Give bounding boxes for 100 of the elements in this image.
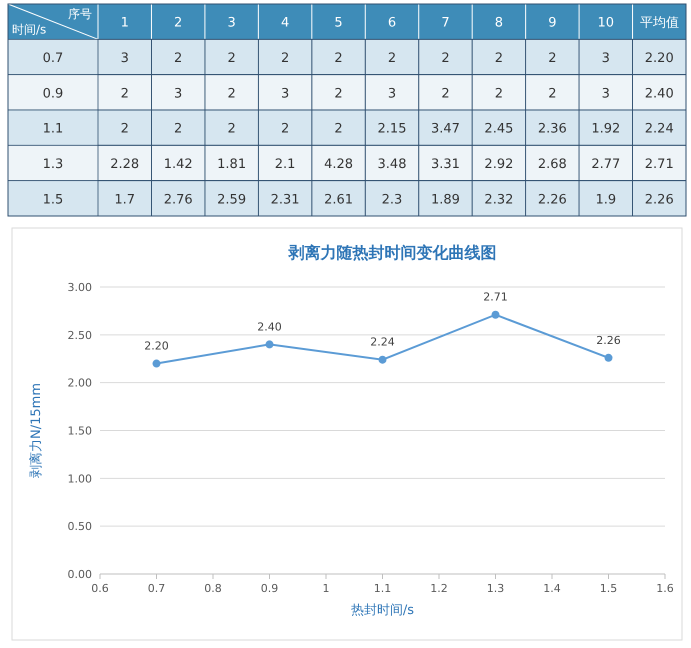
- data-label: 3: [602, 51, 610, 66]
- data-label: 3: [388, 86, 396, 102]
- point: [152, 360, 160, 368]
- data-label: 2: [227, 51, 236, 66]
- x-tick-label: 0.7: [148, 582, 166, 595]
- data-label: 1.9: [595, 192, 616, 208]
- x-tick-label: 7: [441, 16, 450, 31]
- data-label: 1.7: [114, 192, 136, 208]
- data-label: 3: [174, 86, 182, 102]
- data-label: 2: [280, 51, 290, 66]
- data-label: 3: [602, 86, 610, 102]
- data-label: 2: [388, 51, 396, 66]
- data-label: 2.76: [164, 192, 193, 208]
- chart-title: 剥离力随热封时间变化曲线图: [288, 243, 496, 262]
- data-label: 2: [334, 122, 343, 137]
- data-label: 2.32: [484, 192, 514, 208]
- y-tick-label: 0.00: [68, 568, 92, 581]
- data-label: 2.26: [538, 192, 567, 208]
- x-axis-title: 热封时间/s: [350, 603, 414, 618]
- data-label: 2: [494, 51, 504, 66]
- data-label: 2.40: [644, 86, 674, 102]
- x-tick-label: 8: [494, 16, 504, 31]
- data-label: 2: [174, 51, 182, 66]
- y-tick-label: 0.50: [68, 520, 92, 534]
- x-tick-label: 6: [388, 16, 396, 31]
- data-label: 1.92: [591, 122, 620, 137]
- data-label: 2: [441, 51, 450, 66]
- point: [266, 340, 274, 348]
- x-tick-label: 1.2: [430, 582, 448, 595]
- data-label: 2.59: [217, 192, 246, 208]
- data-label: 2.28: [110, 157, 140, 172]
- data-label: 2.26: [644, 192, 674, 208]
- x-tick-label: 1: [120, 16, 129, 31]
- x-tick-label: 10: [598, 16, 614, 31]
- data-label: 2: [227, 86, 236, 102]
- x-tick-label: 3: [227, 16, 236, 31]
- x-axis-title: 序号: [68, 7, 92, 21]
- data-label: 2.36: [538, 122, 567, 137]
- point: [604, 354, 612, 362]
- x-tick-label: 0.6: [91, 582, 109, 595]
- data-label: 3.48: [378, 157, 406, 172]
- data-label: 1.42: [164, 157, 193, 172]
- data-label: 2.20: [144, 340, 169, 353]
- data-label: 2: [334, 86, 343, 102]
- data-label: 3.31: [430, 157, 460, 172]
- data-label: 3.47: [430, 122, 460, 137]
- data-label: 2.24: [370, 336, 395, 349]
- y-tick-label: 1.5: [42, 192, 64, 208]
- data-label: 1.81: [217, 157, 246, 172]
- x-tick-label: 1.1: [374, 582, 392, 595]
- y-tick-label: 3.00: [68, 281, 92, 294]
- y-tick-label: 1.00: [68, 472, 92, 486]
- data-label: 2: [227, 122, 236, 137]
- data-label: 3: [120, 51, 129, 66]
- data-label: 4.28: [324, 157, 354, 172]
- x-tick-label: 1.4: [543, 582, 561, 595]
- x-tick-label: 4: [280, 16, 290, 31]
- data-label: 2: [548, 86, 557, 102]
- data-label: 2.68: [538, 157, 567, 172]
- x-tick-label: 0.8: [204, 582, 222, 595]
- data-label: 2.3: [382, 192, 402, 208]
- data-label: 2: [548, 51, 557, 66]
- data-label: 2.92: [484, 157, 514, 172]
- data-label: 2.61: [324, 192, 354, 208]
- data-label: 2.45: [484, 122, 514, 137]
- y-tick-label: 1.50: [68, 424, 92, 438]
- data-label: 3: [280, 86, 290, 102]
- x-tick-label: 1.6: [656, 582, 674, 595]
- x-tick-label: 平均值: [640, 16, 679, 31]
- x-tick-label: 5: [334, 16, 343, 31]
- data-label: 2: [120, 122, 129, 137]
- data-label: 2.77: [591, 157, 620, 172]
- data-label: 2.24: [644, 122, 674, 137]
- data-label: 2.40: [257, 320, 282, 334]
- y-tick-label: 2.00: [68, 376, 92, 390]
- data-label: 2.71: [644, 157, 674, 172]
- x-tick-label: 9: [548, 16, 557, 31]
- y-tick-label: 1.3: [42, 157, 64, 172]
- y-axis-title: 剥离力N/15mm: [28, 383, 44, 478]
- y-tick-label: 1.1: [42, 122, 64, 137]
- data-label: 2: [280, 122, 290, 137]
- data-label: 2.26: [596, 334, 621, 347]
- x-tick-label: 0.9: [260, 582, 278, 595]
- x-tick-label: 2: [174, 16, 182, 31]
- data-label: 2.20: [644, 51, 674, 66]
- data-label: 2: [120, 86, 129, 102]
- data-label: 2: [494, 86, 504, 102]
- data-label: 2.31: [270, 192, 300, 208]
- point: [492, 310, 500, 319]
- y-tick-label: 2.50: [68, 328, 92, 342]
- data-label: 2: [334, 51, 343, 66]
- data-label: 2: [441, 86, 450, 102]
- x-tick-label: 1.5: [600, 582, 618, 595]
- x-tick-label: 1.3: [486, 582, 504, 595]
- x-tick-label: 1: [322, 582, 330, 595]
- data-label: 2: [174, 122, 182, 137]
- data-label: 2.71: [483, 290, 508, 304]
- data-label: 1.89: [430, 192, 460, 208]
- y-tick-label: 0.9: [42, 86, 64, 102]
- point: [378, 356, 386, 364]
